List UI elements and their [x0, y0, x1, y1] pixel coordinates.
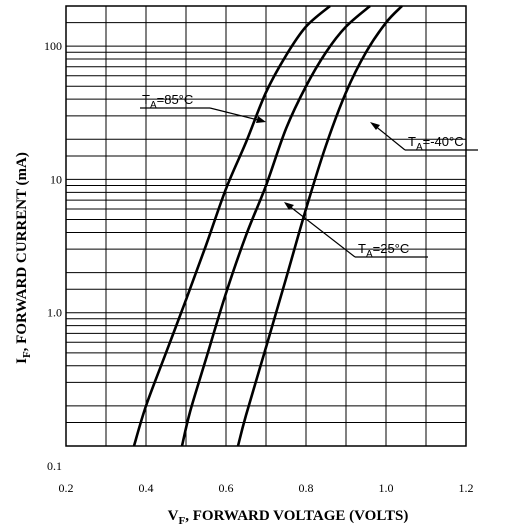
annotation-85-arrowhead: [256, 116, 266, 123]
annotation-minus40-rest: =-40°C: [423, 134, 464, 149]
annotation-25-arrow: [287, 204, 356, 258]
y-axis-title: IF, FORWARD CURRENT (mA): [14, 152, 33, 364]
x-tick-label-1: 0.4: [139, 481, 154, 495]
annotation-minus40-sub: A: [416, 142, 423, 153]
y-tick-label-0: 0.1: [47, 459, 62, 473]
y-tick-label-3: 100: [44, 39, 62, 53]
series-line-0: [132, 5, 331, 447]
annotation-minus40-arrow: [373, 124, 406, 151]
x-axis-title: VF, FORWARD VOLTAGE (VOLTS): [168, 508, 409, 527]
annotation-25-sub: A: [366, 249, 373, 260]
annotation-85-main: T: [142, 92, 150, 107]
x-tick-label-5: 1.2: [459, 481, 474, 495]
annotation-85: TA=85°C: [142, 92, 193, 111]
annotation-25-arrowhead: [284, 202, 294, 210]
x-axis-title-main: V: [168, 508, 179, 524]
x-tick-label-3: 0.8: [299, 481, 314, 495]
y-axis-title-main: I: [14, 358, 30, 364]
series-line-2: [236, 5, 403, 447]
annotation-85-arrow: [209, 107, 263, 122]
annotation-minus40-main: T: [408, 134, 416, 149]
plot-frame: [65, 5, 467, 447]
x-axis-title-rest: , FORWARD VOLTAGE (VOLTS): [185, 508, 408, 524]
annotation-25-rest: =25°C: [373, 241, 410, 256]
y-tick-label-2: 10: [50, 172, 62, 186]
y-tick-label-1: 1.0: [47, 306, 62, 320]
annotation-minus40-arrowhead: [370, 122, 380, 130]
annotation-85-sub: A: [150, 100, 157, 111]
x-axis-title-sub: F: [179, 515, 186, 527]
tick-labels: 0.2 0.4 0.6 0.8 1.0 1.2 0.1 1.0 10 100: [44, 39, 474, 495]
annotation-25-main: T: [358, 241, 366, 256]
y-axis-title-rest: , FORWARD CURRENT (mA): [14, 152, 30, 351]
series-line-1: [180, 5, 371, 447]
curves: [132, 5, 403, 447]
x-tick-label-4: 1.0: [379, 481, 394, 495]
annotation-minus40: TA=-40°C: [408, 134, 464, 153]
y-axis-title-sub: F: [21, 351, 33, 358]
grid: [65, 5, 467, 447]
x-tick-label-0: 0.2: [59, 481, 74, 495]
x-tick-label-2: 0.6: [219, 481, 234, 495]
annotation-25: TA=25°C: [358, 241, 409, 260]
annotation-85-rest: =85°C: [157, 92, 194, 107]
